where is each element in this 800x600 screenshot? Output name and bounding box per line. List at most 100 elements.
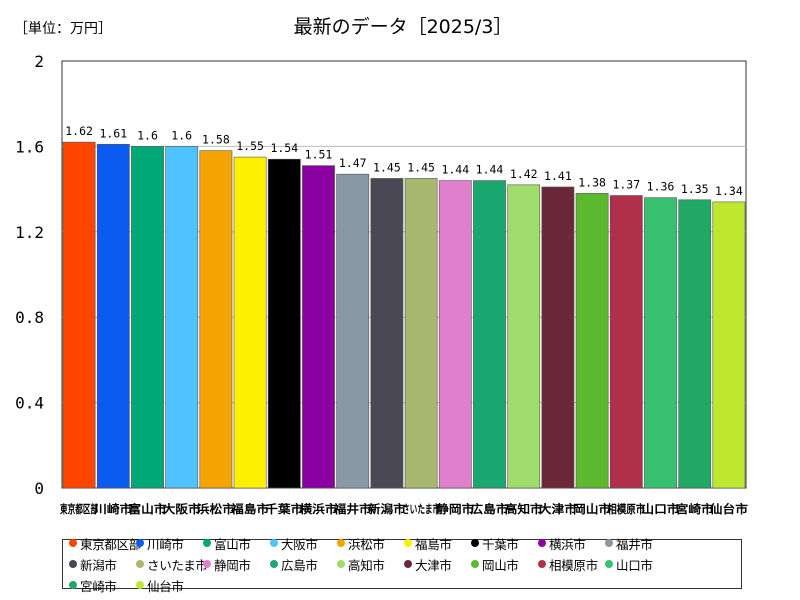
bar: [644, 197, 677, 489]
legend-item: 岡山市: [471, 554, 538, 575]
legend-marker: [605, 560, 613, 568]
legend-label: 福島市: [415, 536, 452, 552]
x-tick-label: 仙台市: [710, 502, 749, 516]
legend-label: 福井市: [616, 536, 653, 552]
legend-item: 大津市: [404, 554, 471, 575]
value-label: 1.6: [137, 128, 158, 142]
value-label: 1.42: [510, 167, 538, 181]
y-tick-label: 1.6: [15, 137, 44, 156]
legend-label: 広島市: [281, 557, 318, 573]
legend-label: 宮崎市: [80, 578, 117, 594]
bar: [336, 173, 370, 489]
legend-label: 大阪市: [281, 536, 318, 552]
y-tick-label: 0.4: [15, 394, 44, 413]
legend-label: さいたま市: [147, 557, 208, 573]
y-tick-label: 0: [34, 479, 44, 498]
legend-label: 山口市: [616, 557, 653, 573]
x-tick-label: 新潟市: [368, 502, 407, 516]
bar: [165, 146, 199, 489]
legend-item: 東京都区部: [69, 533, 141, 554]
legend-item: 富山市: [203, 533, 270, 554]
legend-marker: [270, 560, 278, 568]
legend-marker: [538, 560, 546, 568]
legend-item: 静岡市: [203, 554, 270, 575]
legend-item: 相模原市: [538, 554, 605, 575]
bar-chart: ［単位：万円］ 最新のデータ［2025/3］ 00.40.81.21.621.6…: [14, 16, 749, 516]
value-label: 1.45: [373, 160, 401, 174]
bar: [712, 201, 746, 489]
legend-item: 川崎市: [136, 533, 203, 554]
legend-item: 福島市: [404, 533, 471, 554]
legend-marker: [270, 539, 278, 547]
chart-title: 最新のデータ［2025/3］: [294, 16, 513, 38]
bar: [473, 180, 506, 489]
x-tick-label: 相模原市: [607, 502, 646, 516]
legend-marker: [404, 539, 412, 547]
legend-label: 新潟市: [80, 557, 117, 573]
legend-label: 浜松市: [348, 536, 385, 552]
value-label: 1.41: [544, 169, 572, 183]
bar: [199, 150, 233, 489]
legend-marker: [337, 539, 345, 547]
value-label: 1.51: [305, 148, 333, 162]
x-tick-label: 川崎市: [93, 502, 133, 516]
x-tick-label: 岡山市: [573, 502, 612, 516]
legend-item: さいたま市: [136, 554, 208, 575]
legend-item: 宮崎市: [69, 575, 136, 596]
legend-marker: [471, 539, 479, 547]
x-tick-label: 横浜市: [299, 502, 338, 516]
x-tick-label: さいたま市: [402, 502, 441, 516]
x-tick-label: 東京都区部: [60, 502, 99, 516]
x-tick-label: 山口市: [641, 502, 680, 516]
value-label: 1.37: [612, 178, 640, 192]
legend-marker: [404, 560, 412, 568]
legend-item: 広島市: [270, 554, 337, 575]
legend: 東京都区部 川崎市 富山市 大阪市 浜松市 福島市 千葉市 横浜市 福井市 新潟市 さいたま市 静岡市…: [62, 537, 742, 594]
bar: [575, 193, 609, 489]
legend-item: 大阪市: [270, 533, 337, 554]
bar: [233, 156, 267, 489]
x-tick-label: 千葉市: [265, 502, 304, 516]
legend-marker: [471, 560, 479, 568]
plot-area: 00.40.81.21.621.62東京都区部1.61川崎市1.6富山市1.6大…: [15, 52, 748, 516]
bar: [541, 186, 575, 489]
unit-label: ［単位：万円］: [14, 21, 112, 37]
legend-item: 浜松市: [337, 533, 404, 554]
bar: [131, 146, 164, 489]
value-label: 1.54: [270, 141, 298, 155]
bar: [96, 143, 130, 489]
x-tick-label: 高知市: [505, 502, 544, 516]
bar: [438, 180, 472, 489]
legend-item: 福井市: [605, 533, 672, 554]
legend-label: 高知市: [348, 557, 385, 573]
y-tick-label: 2: [34, 52, 44, 71]
x-tick-label: 広島市: [470, 502, 509, 516]
legend-marker: [136, 581, 144, 589]
value-label: 1.45: [407, 160, 435, 174]
value-label: 1.55: [236, 139, 264, 153]
legend-label: 岡山市: [482, 557, 519, 573]
value-label: 1.36: [647, 180, 675, 194]
legend-item: 千葉市: [471, 533, 538, 554]
legend-label: 千葉市: [482, 536, 519, 552]
bar: [678, 199, 712, 489]
value-label: 1.44: [476, 163, 504, 177]
x-tick-label: 福井市: [332, 502, 372, 516]
legend-item: 新潟市: [69, 554, 136, 575]
legend-label: 川崎市: [147, 536, 184, 552]
legend-marker: [69, 581, 77, 589]
legend-label: 東京都区部: [80, 536, 142, 552]
legend-marker: [69, 539, 77, 547]
x-tick-label: 静岡市: [436, 502, 475, 516]
x-tick-label: 浜松市: [197, 502, 236, 516]
plot-frame: [61, 60, 747, 489]
value-label: 1.61: [99, 126, 127, 140]
bar: [302, 165, 335, 489]
x-tick-label: 富山市: [128, 502, 167, 516]
legend-marker: [337, 560, 345, 568]
bar: [267, 158, 301, 489]
legend-marker: [605, 539, 613, 547]
legend-label: 相模原市: [549, 557, 598, 573]
legend-marker: [203, 560, 211, 568]
x-tick-label: 福島市: [230, 502, 270, 516]
